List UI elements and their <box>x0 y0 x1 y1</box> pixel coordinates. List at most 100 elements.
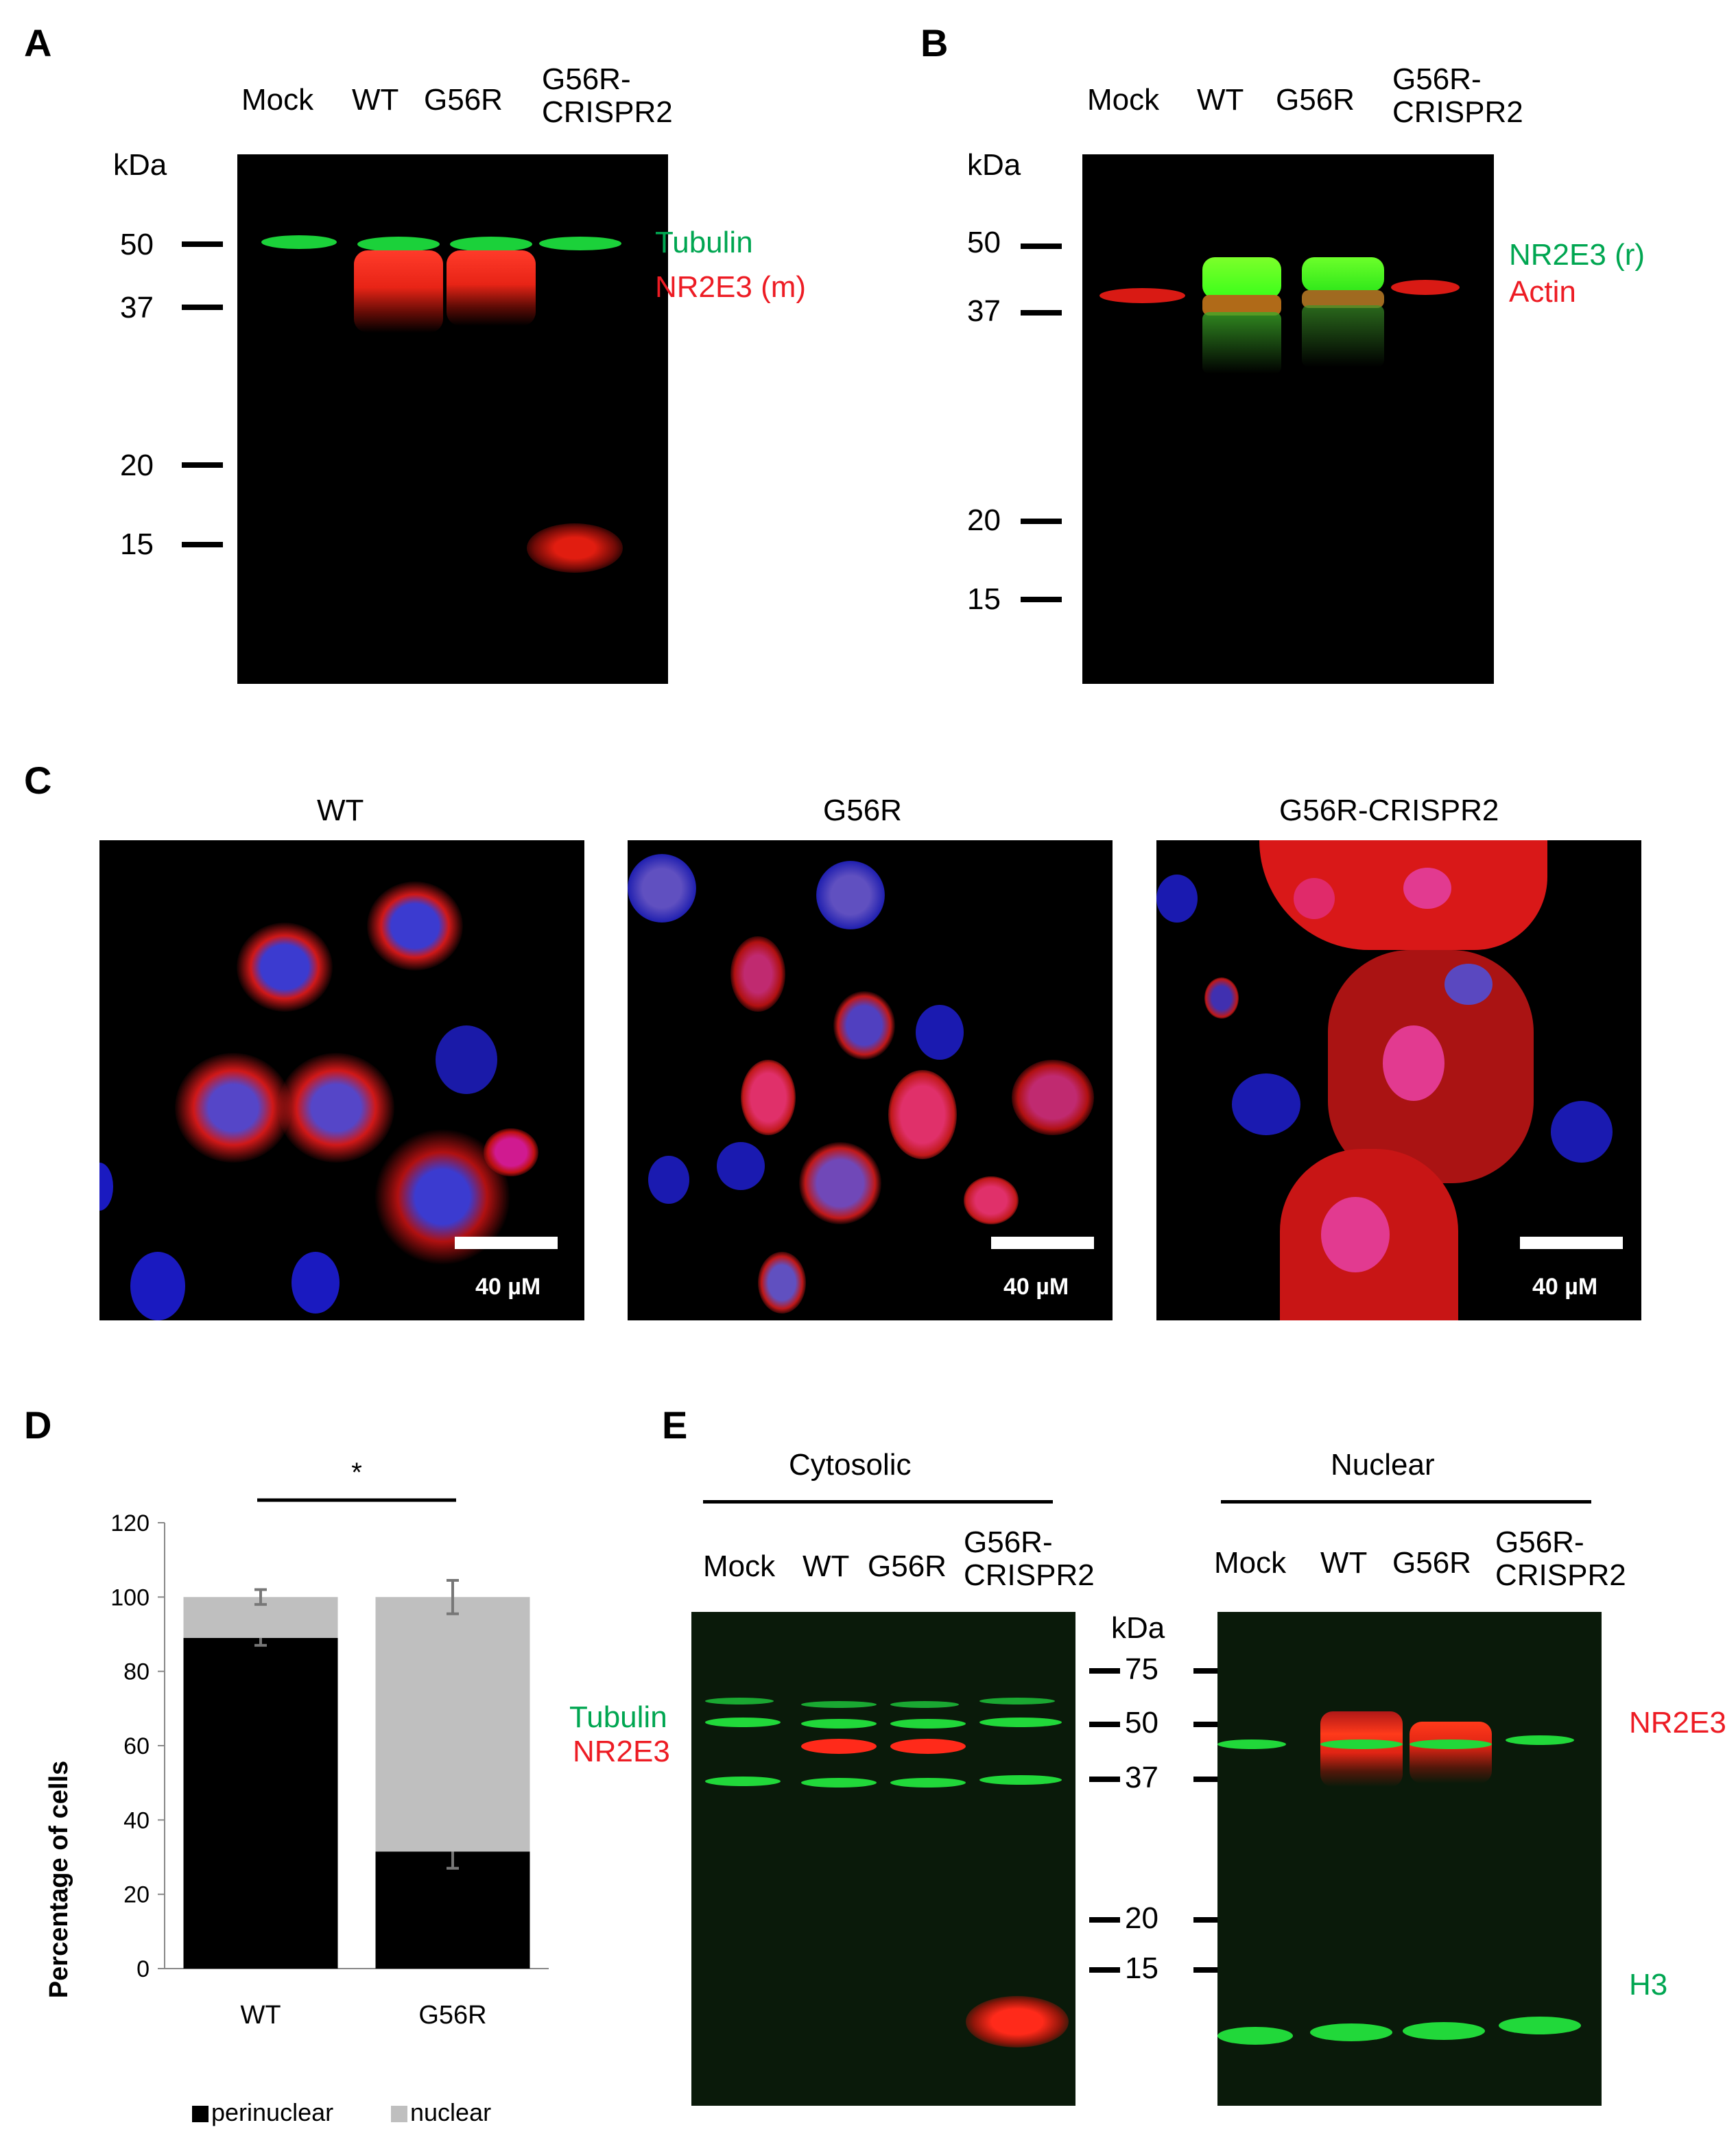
legend-label: nuclear <box>410 2098 491 2126</box>
label-tubulin: Tubulin <box>569 1700 667 1734</box>
bar-segment <box>375 1851 530 1969</box>
cell <box>799 1142 881 1224</box>
band-tubulin <box>801 1719 877 1729</box>
y-tick-label: 0 <box>136 1956 150 1982</box>
band-nr2e3 <box>1410 1722 1492 1783</box>
y-tick-label: 100 <box>110 1584 150 1611</box>
band-actin <box>1391 280 1460 295</box>
band-nr2e3 <box>1302 305 1384 367</box>
scale-label: 40 µM <box>1532 1274 1598 1300</box>
marker-tick <box>1193 1967 1224 1973</box>
cell <box>730 936 785 1012</box>
marker-label: 15 <box>120 527 154 561</box>
band-nr2e3 <box>1320 1711 1403 1787</box>
cell <box>292 1252 340 1314</box>
lane-label: G56R- CRISPR2 <box>1495 1525 1626 1593</box>
label-tubulin: Tubulin <box>655 226 753 259</box>
lane-label: WT <box>1197 83 1244 117</box>
cell <box>1156 875 1198 923</box>
band-nr2e3 <box>1302 290 1384 308</box>
significance-marker: * <box>351 1458 362 1488</box>
cell <box>278 1053 394 1163</box>
cell <box>717 1142 765 1190</box>
cell <box>1383 1025 1444 1101</box>
band <box>1320 1739 1403 1749</box>
y-axis-label: Percentage of cells <box>45 1761 73 1998</box>
marker-label: 20 <box>967 503 1001 537</box>
marker-label: 37 <box>967 294 1001 328</box>
marker-tick <box>1021 244 1062 249</box>
marker-label: 20 <box>120 449 154 482</box>
marker-tick <box>1089 1722 1120 1727</box>
lane-label: WT <box>352 83 399 117</box>
band-nr2e3 <box>447 250 536 326</box>
lane-label: Mock <box>241 83 314 117</box>
label-nr2e3: NR2E3 (m) <box>655 270 807 304</box>
image-title: G56R <box>823 794 902 827</box>
lane-label: G56R- CRISPR2 <box>964 1525 1095 1593</box>
cell <box>367 881 463 971</box>
marker-tick <box>1021 310 1062 316</box>
scale-bar <box>455 1237 558 1249</box>
y-tick-label: 120 <box>110 1510 150 1536</box>
marker-tick <box>1089 1917 1120 1923</box>
band-tubulin <box>357 237 440 252</box>
stacked-bar-chart: Percentage of cells 0 20 40 60 80 100 120 WT G56… <box>45 1458 549 2126</box>
marker-tick <box>182 241 223 247</box>
band-nr2e3 <box>1302 257 1384 292</box>
band-nr2e3 <box>1202 312 1281 374</box>
marker-label: 75 <box>1125 1652 1158 1686</box>
cell <box>1012 1060 1094 1135</box>
band <box>1410 1739 1492 1749</box>
marker-label: 50 <box>967 226 1001 259</box>
band-tubulin <box>261 235 337 249</box>
lane-label: G56R <box>868 1549 947 1583</box>
label-nr2e3: NR2E3 <box>573 1735 670 1768</box>
y-tick-label: 20 <box>123 1882 150 1908</box>
lane-label: G56R- CRISPR2 <box>542 62 673 130</box>
legend-swatch <box>391 2106 407 2122</box>
image-title: G56R-CRISPR2 <box>1279 794 1499 827</box>
cell <box>1444 964 1493 1005</box>
band-tubulin <box>450 237 532 252</box>
marker-label: 20 <box>1125 1901 1158 1935</box>
cell <box>99 1163 113 1211</box>
y-tick-label: 40 <box>123 1807 150 1833</box>
cell <box>741 1060 796 1135</box>
marker-tick <box>1193 1668 1224 1674</box>
marker-tick <box>1089 1967 1120 1973</box>
section-line <box>703 1500 1053 1504</box>
band-tubulin <box>979 1718 1062 1727</box>
cell <box>964 1176 1019 1224</box>
label-nr2e3: NR2E3 <box>1629 1706 1726 1739</box>
cell <box>237 923 333 1012</box>
lane-label: G56R <box>1276 83 1355 117</box>
cell <box>888 1070 957 1159</box>
lane-label: Mock <box>703 1549 776 1583</box>
marker-label: 50 <box>1125 1706 1158 1739</box>
cell <box>833 991 895 1060</box>
kda-label: kDa <box>1111 1611 1165 1645</box>
legend-label: perinuclear <box>211 2098 333 2126</box>
marker-tick <box>1193 1917 1224 1923</box>
cell <box>1321 1197 1390 1272</box>
lane-label: WT <box>1320 1546 1368 1580</box>
lane-label: WT <box>802 1549 850 1583</box>
western-blot-b <box>1082 154 1494 684</box>
band <box>1506 1735 1574 1745</box>
marker-tick <box>1021 519 1062 524</box>
lane-label: G56R <box>1392 1546 1471 1580</box>
y-tick-label: 80 <box>123 1659 150 1685</box>
band <box>801 1778 877 1787</box>
band <box>890 1701 959 1708</box>
band-nr2e3 <box>1202 257 1281 298</box>
band-h3 <box>1217 2027 1293 2045</box>
cell <box>628 854 696 923</box>
western-blot-nuclear <box>1217 1612 1602 2106</box>
panel-label-e: E <box>662 1403 688 1447</box>
cell <box>648 1156 689 1204</box>
band-h3 <box>1499 2017 1581 2034</box>
cell <box>1232 1073 1300 1135</box>
marker-tick <box>1089 1777 1120 1782</box>
micrograph-g56r-crispr2: 40 µM <box>1156 840 1641 1320</box>
